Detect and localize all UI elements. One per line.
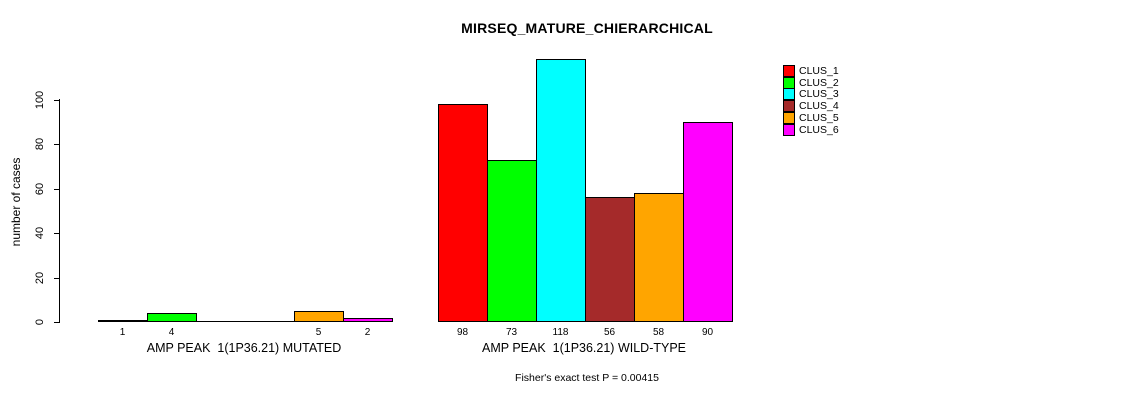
y-tick-label: 20 (34, 271, 46, 285)
y-tick-label: 80 (34, 137, 46, 151)
y-tick (54, 100, 60, 101)
legend-label-clus-4: CLUS_4 (799, 100, 839, 112)
legend-swatch-clus-1 (783, 65, 795, 77)
legend-label-clus-1: CLUS_1 (799, 65, 839, 77)
bar-value-wild-type-clus-5: 58 (652, 327, 665, 338)
y-tick-label: 40 (34, 226, 46, 240)
bar-mutated-clus-2 (147, 313, 197, 322)
bar-value-mutated-clus-5: 5 (315, 327, 322, 338)
bar-wild-type-clus-1 (438, 104, 488, 322)
bar-mutated-clus-1 (98, 320, 148, 322)
bar-value-wild-type-clus-3: 118 (552, 327, 569, 338)
x-group-label-mutated: AMP PEAK 1(1P36.21) MUTATED (146, 341, 342, 355)
legend-label-clus-2: CLUS_2 (799, 77, 839, 89)
legend-swatch-clus-5 (783, 112, 795, 124)
bar-value-mutated-clus-6: 2 (364, 327, 371, 338)
bar-value-wild-type-clus-1: 98 (456, 327, 469, 338)
bar-value-wild-type-clus-2: 73 (505, 327, 518, 338)
y-tick (54, 278, 60, 279)
bar-mutated-clus-4 (245, 321, 295, 322)
bar-wild-type-clus-5 (634, 193, 684, 322)
y-tick-label: 0 (34, 318, 46, 326)
bar-value-mutated-clus-2: 4 (168, 327, 175, 338)
bar-mutated-clus-6 (343, 318, 393, 322)
fisher-test-annotation: Fisher's exact test P = 0.00415 (515, 372, 659, 384)
y-tick (54, 322, 60, 323)
bar-wild-type-clus-3 (536, 59, 586, 322)
bar-value-wild-type-clus-6: 90 (701, 327, 714, 338)
legend-swatch-clus-3 (783, 88, 795, 100)
bar-wild-type-clus-2 (487, 160, 537, 322)
bar-value-mutated-clus-1: 1 (119, 327, 126, 338)
legend-label-clus-5: CLUS_5 (799, 112, 839, 124)
y-axis-label: number of cases (9, 157, 23, 247)
bar-wild-type-clus-6 (683, 122, 733, 322)
legend-swatch-clus-6 (783, 124, 795, 136)
y-tick (54, 233, 60, 234)
bar-value-wild-type-clus-4: 56 (603, 327, 616, 338)
y-tick-label: 100 (34, 90, 46, 110)
y-tick-label: 60 (34, 182, 46, 196)
bar-wild-type-clus-4 (585, 197, 635, 322)
legend-swatch-clus-4 (783, 100, 795, 112)
y-tick (54, 189, 60, 190)
legend-label-clus-6: CLUS_6 (799, 124, 839, 136)
y-tick (54, 144, 60, 145)
chart-title: MIRSEQ_MATURE_CHIERARCHICAL (461, 20, 713, 36)
x-group-label-wild-type: AMP PEAK 1(1P36.21) WILD-TYPE (481, 341, 687, 355)
legend-label-clus-3: CLUS_3 (799, 88, 839, 100)
y-axis-line (59, 99, 60, 323)
bar-mutated-clus-5 (294, 311, 344, 322)
bar-mutated-clus-3 (196, 321, 246, 322)
